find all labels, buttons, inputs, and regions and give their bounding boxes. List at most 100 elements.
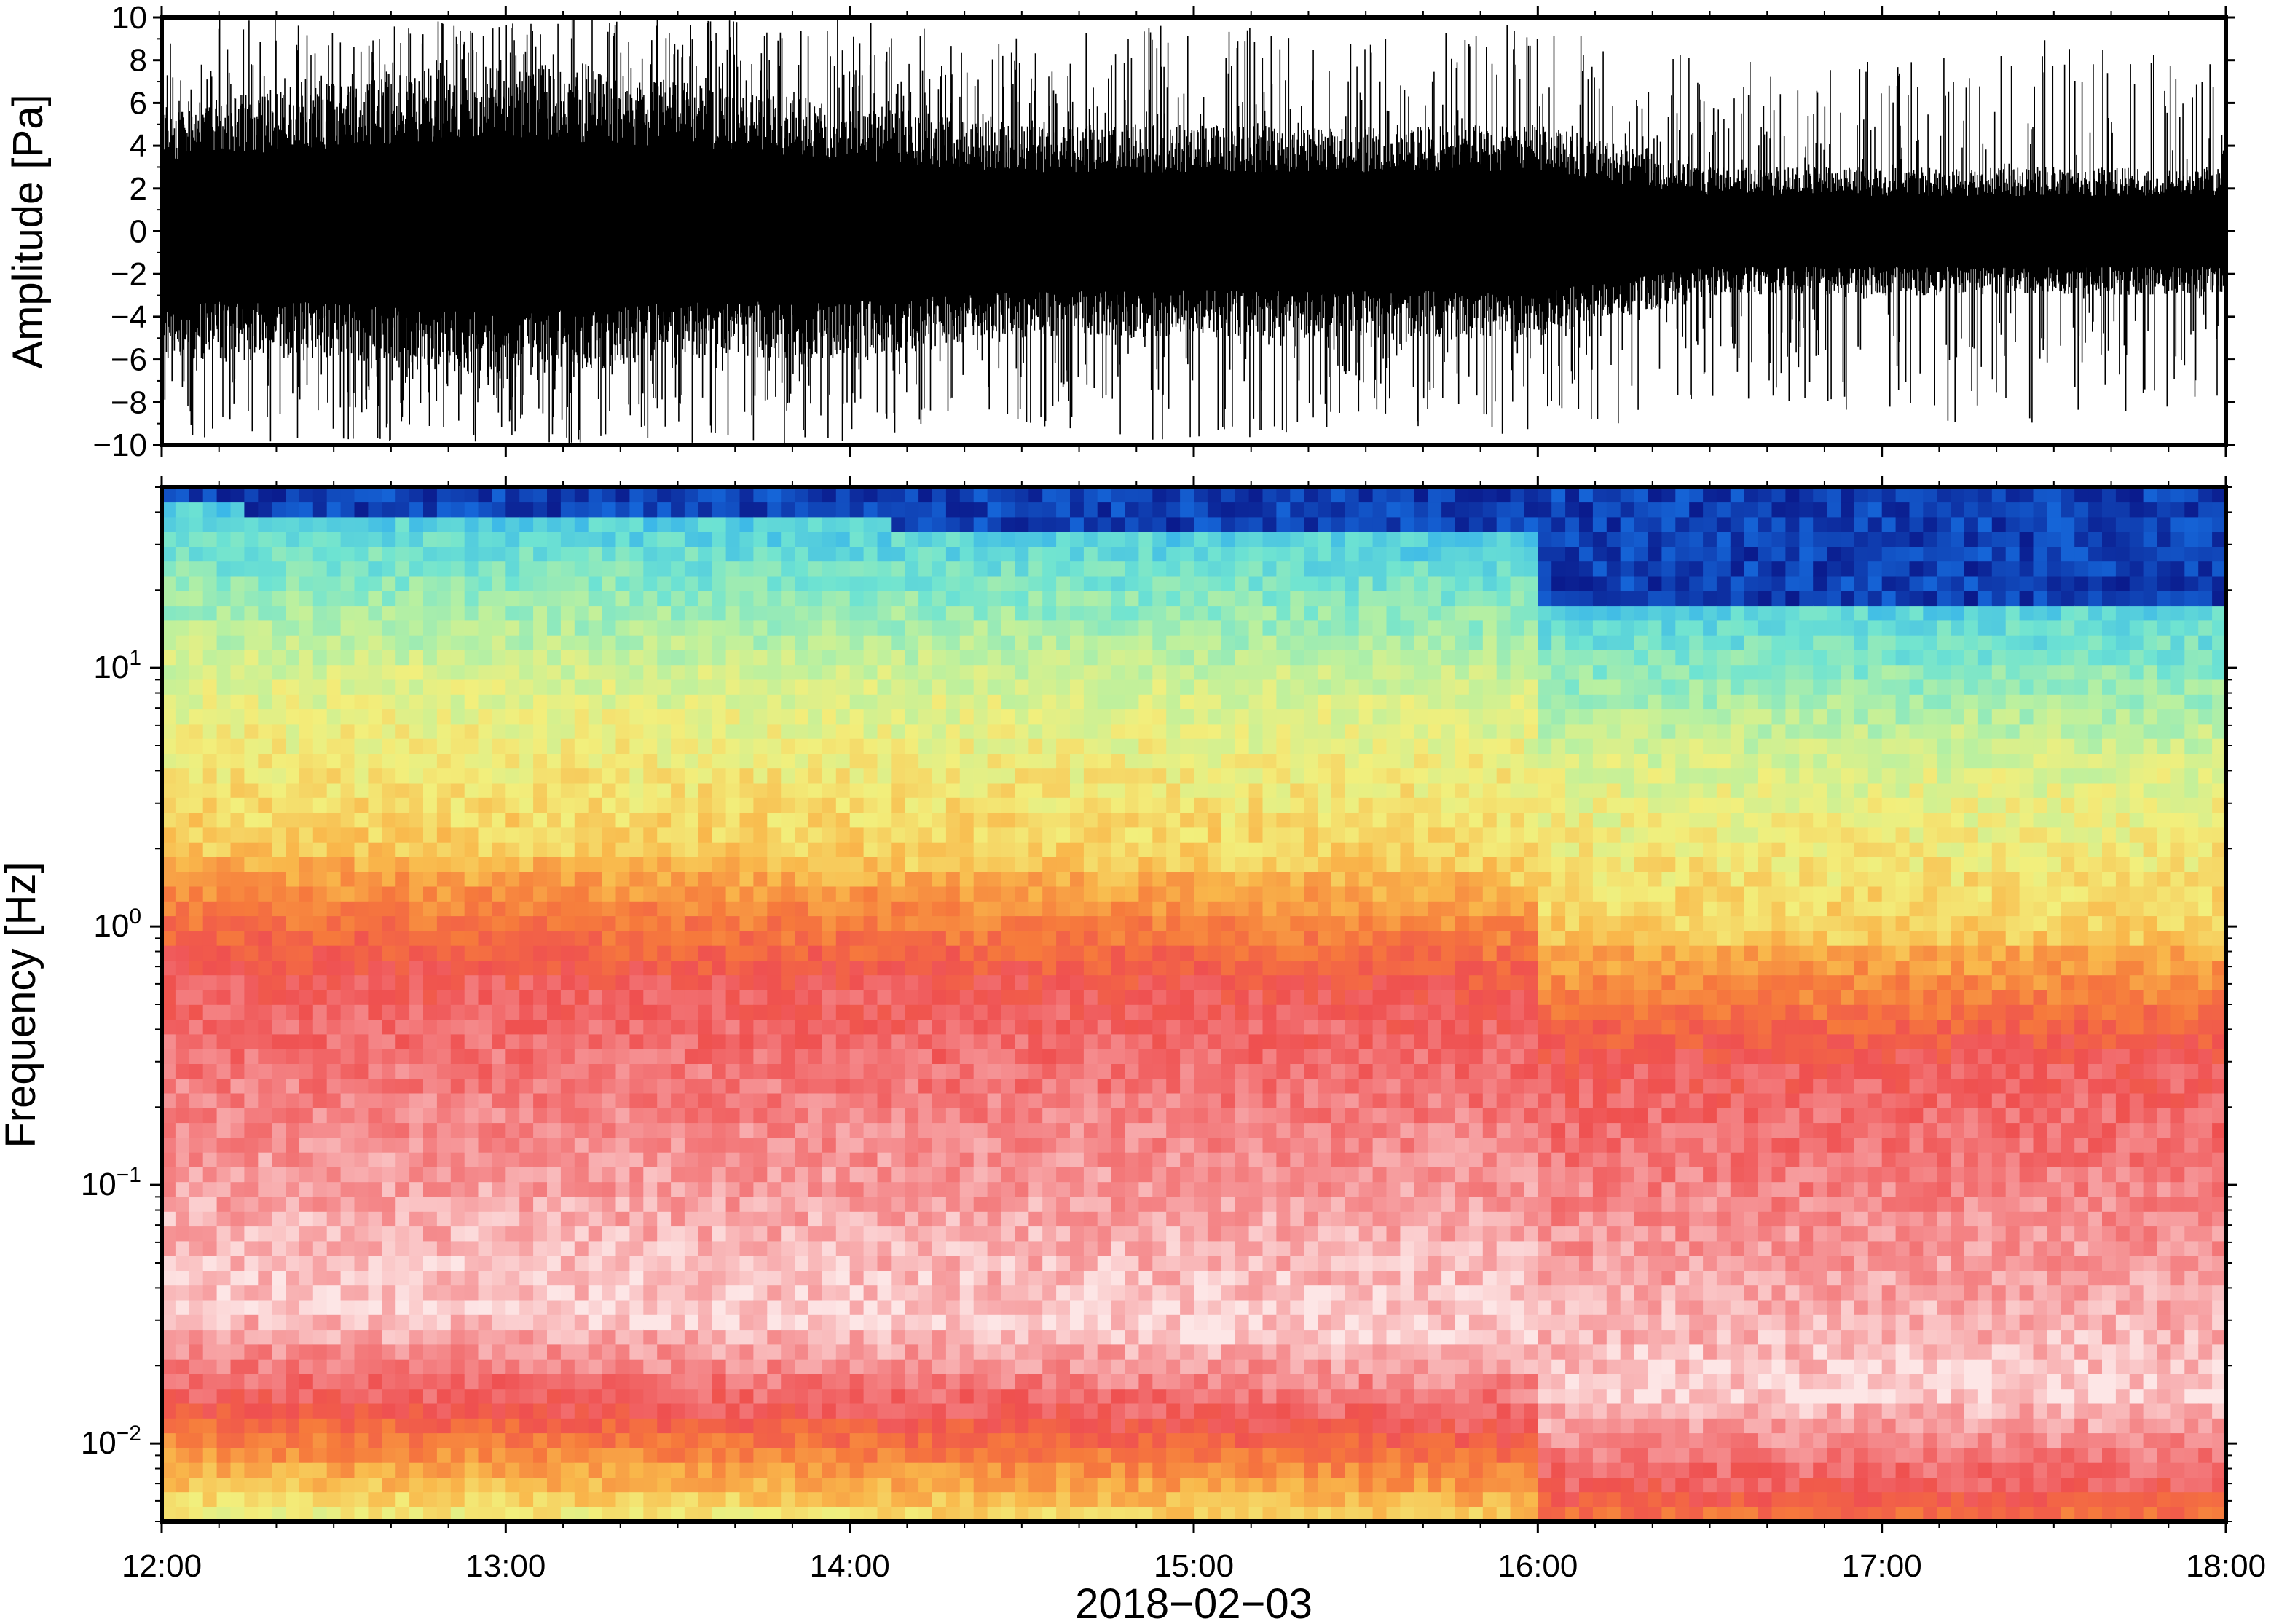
spectrogram-cell [409,1373,424,1389]
spectrogram-cell [299,1078,314,1093]
spectrogram-cell [918,576,933,591]
spectrogram-cell [1098,871,1112,886]
spectrogram-cell [533,591,548,606]
spectrogram-cell [795,1256,809,1271]
spectrogram-cell [698,724,713,739]
spectrogram-cell [395,650,410,665]
spectrogram-cell [602,797,617,813]
spectrogram-cell [629,797,644,813]
spectrogram-cell [1042,1019,1057,1034]
spectrogram-cell [767,546,782,561]
spectrogram-cell [176,1019,190,1034]
spectrogram-cell [327,960,342,975]
spectrogram-cell [1042,1403,1057,1419]
spectrogram-cell [808,1403,823,1419]
spectrogram-cell [313,1432,328,1448]
spectrogram-cell [313,1093,328,1108]
spectrogram-cell [836,1241,851,1256]
spectrogram-cell [244,561,259,576]
spectrogram-cell [1070,1181,1085,1197]
spectrogram-cell [946,561,961,576]
spectrogram-cell [465,1181,479,1197]
spectrogram-cell [1070,635,1085,650]
spectrogram-cell [822,1152,837,1167]
spectrogram-cell [918,1093,933,1108]
spectrogram-cell [988,1285,1002,1300]
spectrogram-cell [878,694,892,709]
spectrogram-cell [395,990,410,1005]
spectrogram-cell [327,1270,342,1285]
spectrogram-cell [1111,1314,1126,1330]
spectrogram-cell [479,1167,493,1182]
spectrogram-cell [437,591,452,606]
spectrogram-cell [616,768,631,783]
spectrogram-cell [974,1388,988,1403]
spectrogram-cell [1111,1270,1126,1285]
spectrogram-cell [657,1181,672,1197]
spectrogram-cell [767,1329,782,1344]
spectrogram-cell [767,842,782,857]
spectrogram-cell [960,1093,975,1108]
spectrogram-cell [465,753,479,768]
spectrogram-cell [327,753,342,768]
spectrogram-cell [176,1093,190,1108]
spectrogram-cell [795,901,809,916]
spectrogram-cell [465,842,479,857]
spectrogram-cell [589,1270,603,1285]
spectrogram-cell [451,1344,465,1360]
spectrogram-cell [850,1226,865,1241]
spectrogram-cell [795,1418,809,1433]
spectrogram-cell [244,650,259,665]
spectrogram-cell [932,738,947,754]
spectrogram-cell [519,842,534,857]
spectrogram-cell [395,901,410,916]
spectrogram-cell [726,1241,741,1256]
spectrogram-cell [988,1344,1002,1360]
spectrogram-cell [602,1491,617,1507]
spectrogram-cell [864,871,878,886]
spectrogram-cell [1028,694,1043,709]
spectrogram-cell [795,931,809,946]
spectrogram-cell [1028,1049,1043,1064]
spectrogram-cell [533,546,548,561]
spectrogram-cell [932,990,947,1005]
spectrogram-cell [465,679,479,695]
spectrogram-cell [781,1049,795,1064]
spectrogram-cell [1111,931,1126,946]
spectrogram-cell [878,1388,892,1403]
spectrogram-cell [1042,1197,1057,1212]
spectrogram-cell [575,664,589,679]
spectrogram-cell [864,856,878,872]
spectrogram-cell [368,931,382,946]
spectrogram-cell [355,753,369,768]
spectrogram-cell [643,1329,658,1344]
spectrogram-cell [671,945,685,961]
spectrogram-cell [988,546,1002,561]
spectrogram-cell [1070,1226,1085,1241]
spectrogram-cell [808,1462,823,1478]
spectrogram-cell [479,1270,493,1285]
spectrogram-cell [533,1270,548,1285]
spectrogram-cell [891,517,905,532]
spectrogram-cell [850,1329,865,1344]
spectrogram-cell [355,576,369,591]
spectrogram-cell [1111,901,1126,916]
spectrogram-cell [479,1418,493,1433]
spectrogram-cell [657,783,672,798]
spectrogram-cell [505,1314,520,1330]
spectrogram-cell [1111,1285,1126,1300]
spectrogram-cell [1070,1373,1085,1389]
spectrogram-cell [988,1477,1002,1492]
spectrogram-cell [189,1226,204,1241]
spectrogram-cell [1001,487,1016,502]
spectrogram-cell [918,945,933,961]
spectrogram-cell [740,797,755,813]
spectrogram-cell [891,1167,905,1182]
spectrogram-cell [176,1462,190,1478]
spectrogram-cell [740,1093,755,1108]
spectrogram-cell [1084,1019,1098,1034]
spectrogram-cell [1056,1432,1071,1448]
spectrogram-cell [878,1034,892,1049]
spectrogram-cell [657,1226,672,1241]
spectrogram-cell [575,1373,589,1389]
